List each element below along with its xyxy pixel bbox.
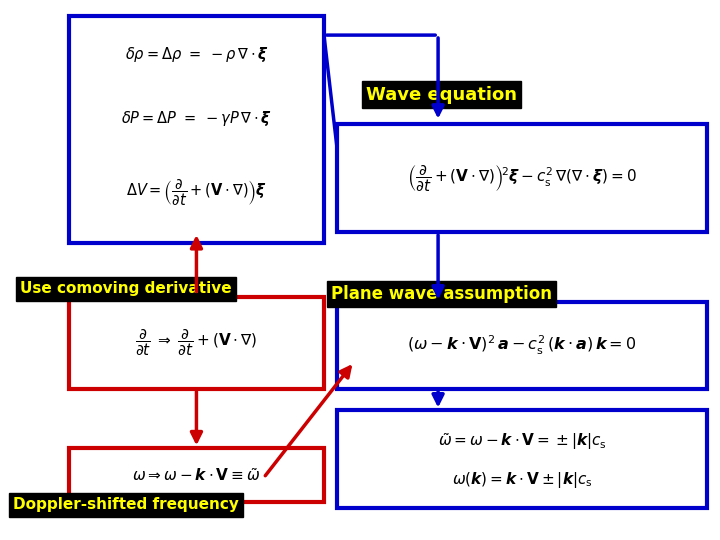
Text: $\dfrac{\partial}{\partial t}\;\Rightarrow\;\dfrac{\partial}{\partial t}+(\mathb: $\dfrac{\partial}{\partial t}\;\Rightarr… — [135, 328, 258, 358]
Text: Use comoving derivative: Use comoving derivative — [20, 281, 232, 296]
FancyBboxPatch shape — [338, 302, 706, 389]
Text: $\omega \Rightarrow \omega - \boldsymbol{k}\cdot\mathbf{V} \equiv \tilde{\omega}: $\omega \Rightarrow \omega - \boldsymbol… — [132, 467, 261, 484]
Text: $\left(\dfrac{\partial}{\partial t}+(\mathbf{V}\cdot\nabla)\right)^{\!2}\boldsym: $\left(\dfrac{\partial}{\partial t}+(\ma… — [407, 163, 637, 193]
Text: $\Delta V = \left(\dfrac{\partial}{\partial t}+(\mathbf{V}\cdot\nabla)\right)\bo: $\Delta V = \left(\dfrac{\partial}{\part… — [126, 178, 267, 208]
FancyBboxPatch shape — [69, 297, 324, 389]
Text: $\tilde{\omega} = \omega - \boldsymbol{k}\cdot\mathbf{V} = \pm|\boldsymbol{k}|c_: $\tilde{\omega} = \omega - \boldsymbol{k… — [438, 431, 606, 452]
FancyBboxPatch shape — [69, 16, 324, 243]
Text: $\delta\rho = \Delta\rho\ =\ -\rho\,\nabla\cdot\boldsymbol{\xi}$: $\delta\rho = \Delta\rho\ =\ -\rho\,\nab… — [125, 45, 269, 64]
Text: $(\omega - \boldsymbol{k}\cdot\mathbf{V})^2\,\boldsymbol{a} - c_{\mathrm{s}}^2\,: $(\omega - \boldsymbol{k}\cdot\mathbf{V}… — [408, 334, 636, 357]
Text: Wave equation: Wave equation — [366, 85, 517, 104]
FancyBboxPatch shape — [338, 124, 706, 232]
FancyBboxPatch shape — [338, 410, 706, 508]
Text: Plane wave assumption: Plane wave assumption — [331, 285, 552, 303]
Text: $\omega(\boldsymbol{k}) = \boldsymbol{k}\cdot\mathbf{V} \pm |\boldsymbol{k}|c_{\: $\omega(\boldsymbol{k}) = \boldsymbol{k}… — [451, 470, 593, 490]
Text: Doppler-shifted frequency: Doppler-shifted frequency — [13, 497, 239, 512]
FancyBboxPatch shape — [69, 448, 324, 502]
Text: $\delta P = \Delta P\ =\ -\gamma P\,\nabla\cdot\boldsymbol{\xi}$: $\delta P = \Delta P\ =\ -\gamma P\,\nab… — [121, 109, 272, 128]
